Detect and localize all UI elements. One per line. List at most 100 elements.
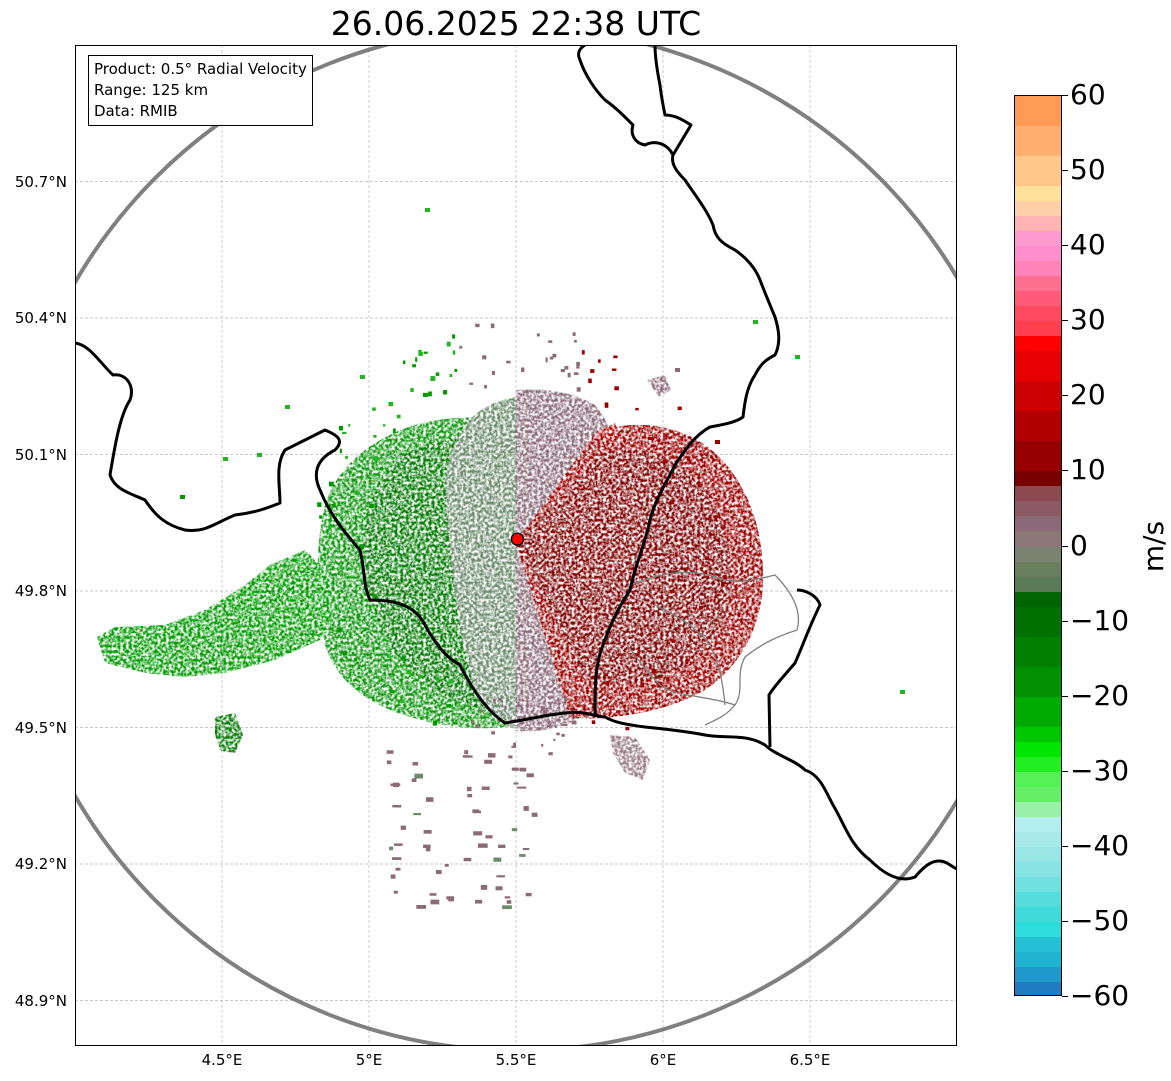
echo-pixel: [475, 724, 480, 729]
echo-pixel: [341, 431, 347, 435]
echo-pixel: [590, 369, 595, 373]
echo-pixel: [415, 357, 418, 362]
colorbar-band: [1015, 816, 1061, 833]
colorbar-tick: [1062, 695, 1068, 697]
colorbar-band: [1015, 951, 1061, 968]
colorbar-band: [1015, 876, 1061, 893]
colorbar-tick-label: 0: [1070, 528, 1088, 562]
echo-pixel: [373, 434, 377, 438]
echo-pixel: [406, 669, 412, 675]
colorbar-band: [1015, 276, 1061, 292]
echo-pixel: [670, 500, 675, 505]
colorbar-band: [1015, 471, 1061, 488]
colorbar-tick: [1062, 845, 1068, 847]
echo-clutter-pixel: [386, 750, 394, 754]
echo-clutter-pixel: [511, 767, 519, 771]
lat-tick-label: 49.5°N: [14, 718, 67, 737]
colorbar-tick-label: 30: [1070, 303, 1106, 337]
colorbar-band: [1015, 891, 1061, 908]
colorbar-tick-label: 60: [1070, 78, 1106, 111]
colorbar-band: [1015, 756, 1061, 773]
echo-pixel: [720, 526, 726, 529]
echo-clutter-pixel: [498, 844, 506, 849]
echo-pixel: [410, 388, 414, 393]
echo-isolated-pixel: [425, 208, 430, 212]
echo-pixel: [388, 401, 394, 407]
colorbar-band: [1015, 726, 1061, 743]
echo-pixel: [449, 373, 453, 377]
echo-pixel: [562, 724, 568, 727]
echo-pixel: [576, 361, 580, 367]
echo-pixel: [677, 406, 682, 411]
colorbar-tick: [1062, 95, 1068, 96]
echo-pixel: [393, 666, 397, 670]
echo-clutter-pixel: [389, 846, 394, 851]
echo-pixel: [402, 360, 406, 365]
echo-pixel: [721, 581, 725, 587]
colorbar-band: [1015, 576, 1061, 593]
colorbar-band: [1015, 231, 1061, 247]
echo-pixel: [475, 323, 480, 328]
colorbar-band: [1015, 591, 1061, 608]
echo-isolated-pixel: [795, 355, 800, 359]
echo-pixel: [373, 456, 379, 461]
echo-ne-clutter: [647, 375, 671, 397]
echo-pixel: [662, 459, 668, 464]
echo-pixel: [448, 679, 454, 684]
echo-clutter-pixel: [526, 773, 534, 778]
echo-pixel: [490, 323, 495, 329]
colorbar-band: [1015, 381, 1061, 412]
echo-clutter-pixel: [493, 857, 502, 862]
echo-pixel: [396, 414, 401, 419]
echo-pixel: [668, 653, 672, 657]
echo-clutter-pixel: [473, 831, 483, 836]
echo-isolated-pixel: [257, 453, 262, 457]
echo-pixel: [552, 353, 557, 358]
colorbar-band: [1015, 186, 1061, 202]
echo-isolated-pixel: [285, 405, 290, 409]
colorbar-tick-label: 10: [1070, 453, 1106, 487]
echo-pixel: [354, 491, 360, 496]
lat-tick-label: 50.1°N: [14, 445, 67, 464]
colorbar-band: [1015, 201, 1061, 217]
colorbar-tick: [1062, 620, 1068, 622]
echo-pixel: [319, 515, 323, 519]
echo-clutter-pixel: [506, 900, 512, 904]
colorbar-tick: [1062, 320, 1068, 322]
colorbar-band: [1015, 861, 1061, 878]
echo-pixel: [353, 658, 358, 662]
echo-pixel: [684, 568, 688, 573]
colorbar-tick-label: −30: [1070, 753, 1130, 787]
echo-pixel: [553, 738, 556, 741]
echo-pixel: [671, 639, 675, 644]
colorbar-tick-label: −40: [1070, 828, 1130, 862]
echo-pixel: [672, 570, 676, 575]
lon-tick-label: 6.5°E: [789, 1051, 831, 1069]
echo-clutter-pixel: [523, 806, 529, 811]
echo-pixel: [613, 355, 618, 359]
echo-clutter-pixel: [392, 782, 400, 788]
colorbar-unit-label: m/s: [1137, 520, 1171, 573]
colorbar-band: [1015, 666, 1061, 698]
lat-tick-label: 50.7°N: [14, 172, 67, 191]
echo-isolated-pixel: [675, 368, 680, 372]
echo-west-streak: [97, 550, 337, 677]
echo-pixel: [504, 705, 507, 710]
echo-clutter-pixel: [423, 830, 432, 834]
echo-clutter-pixel: [446, 896, 455, 900]
echo-pixel: [446, 704, 451, 708]
echo-pixel: [680, 496, 683, 500]
colorbar-band: [1015, 126, 1061, 157]
echo-pixel: [591, 676, 596, 680]
echo-clutter-pixel: [487, 753, 496, 758]
map-title: 26.06.2025 22:38 UTC: [330, 4, 702, 43]
colorbar-band: [1015, 411, 1061, 442]
echo-clutter-pixel: [413, 813, 422, 816]
echo-pixel: [605, 673, 609, 677]
lon-tick-label: 5°E: [355, 1051, 383, 1069]
echo-pixel: [446, 341, 451, 347]
colorbar-tick: [1062, 996, 1068, 997]
colorbar-band: [1015, 486, 1061, 503]
colorbar-band: [1015, 846, 1061, 863]
echo-clutter-pixel: [463, 857, 472, 862]
